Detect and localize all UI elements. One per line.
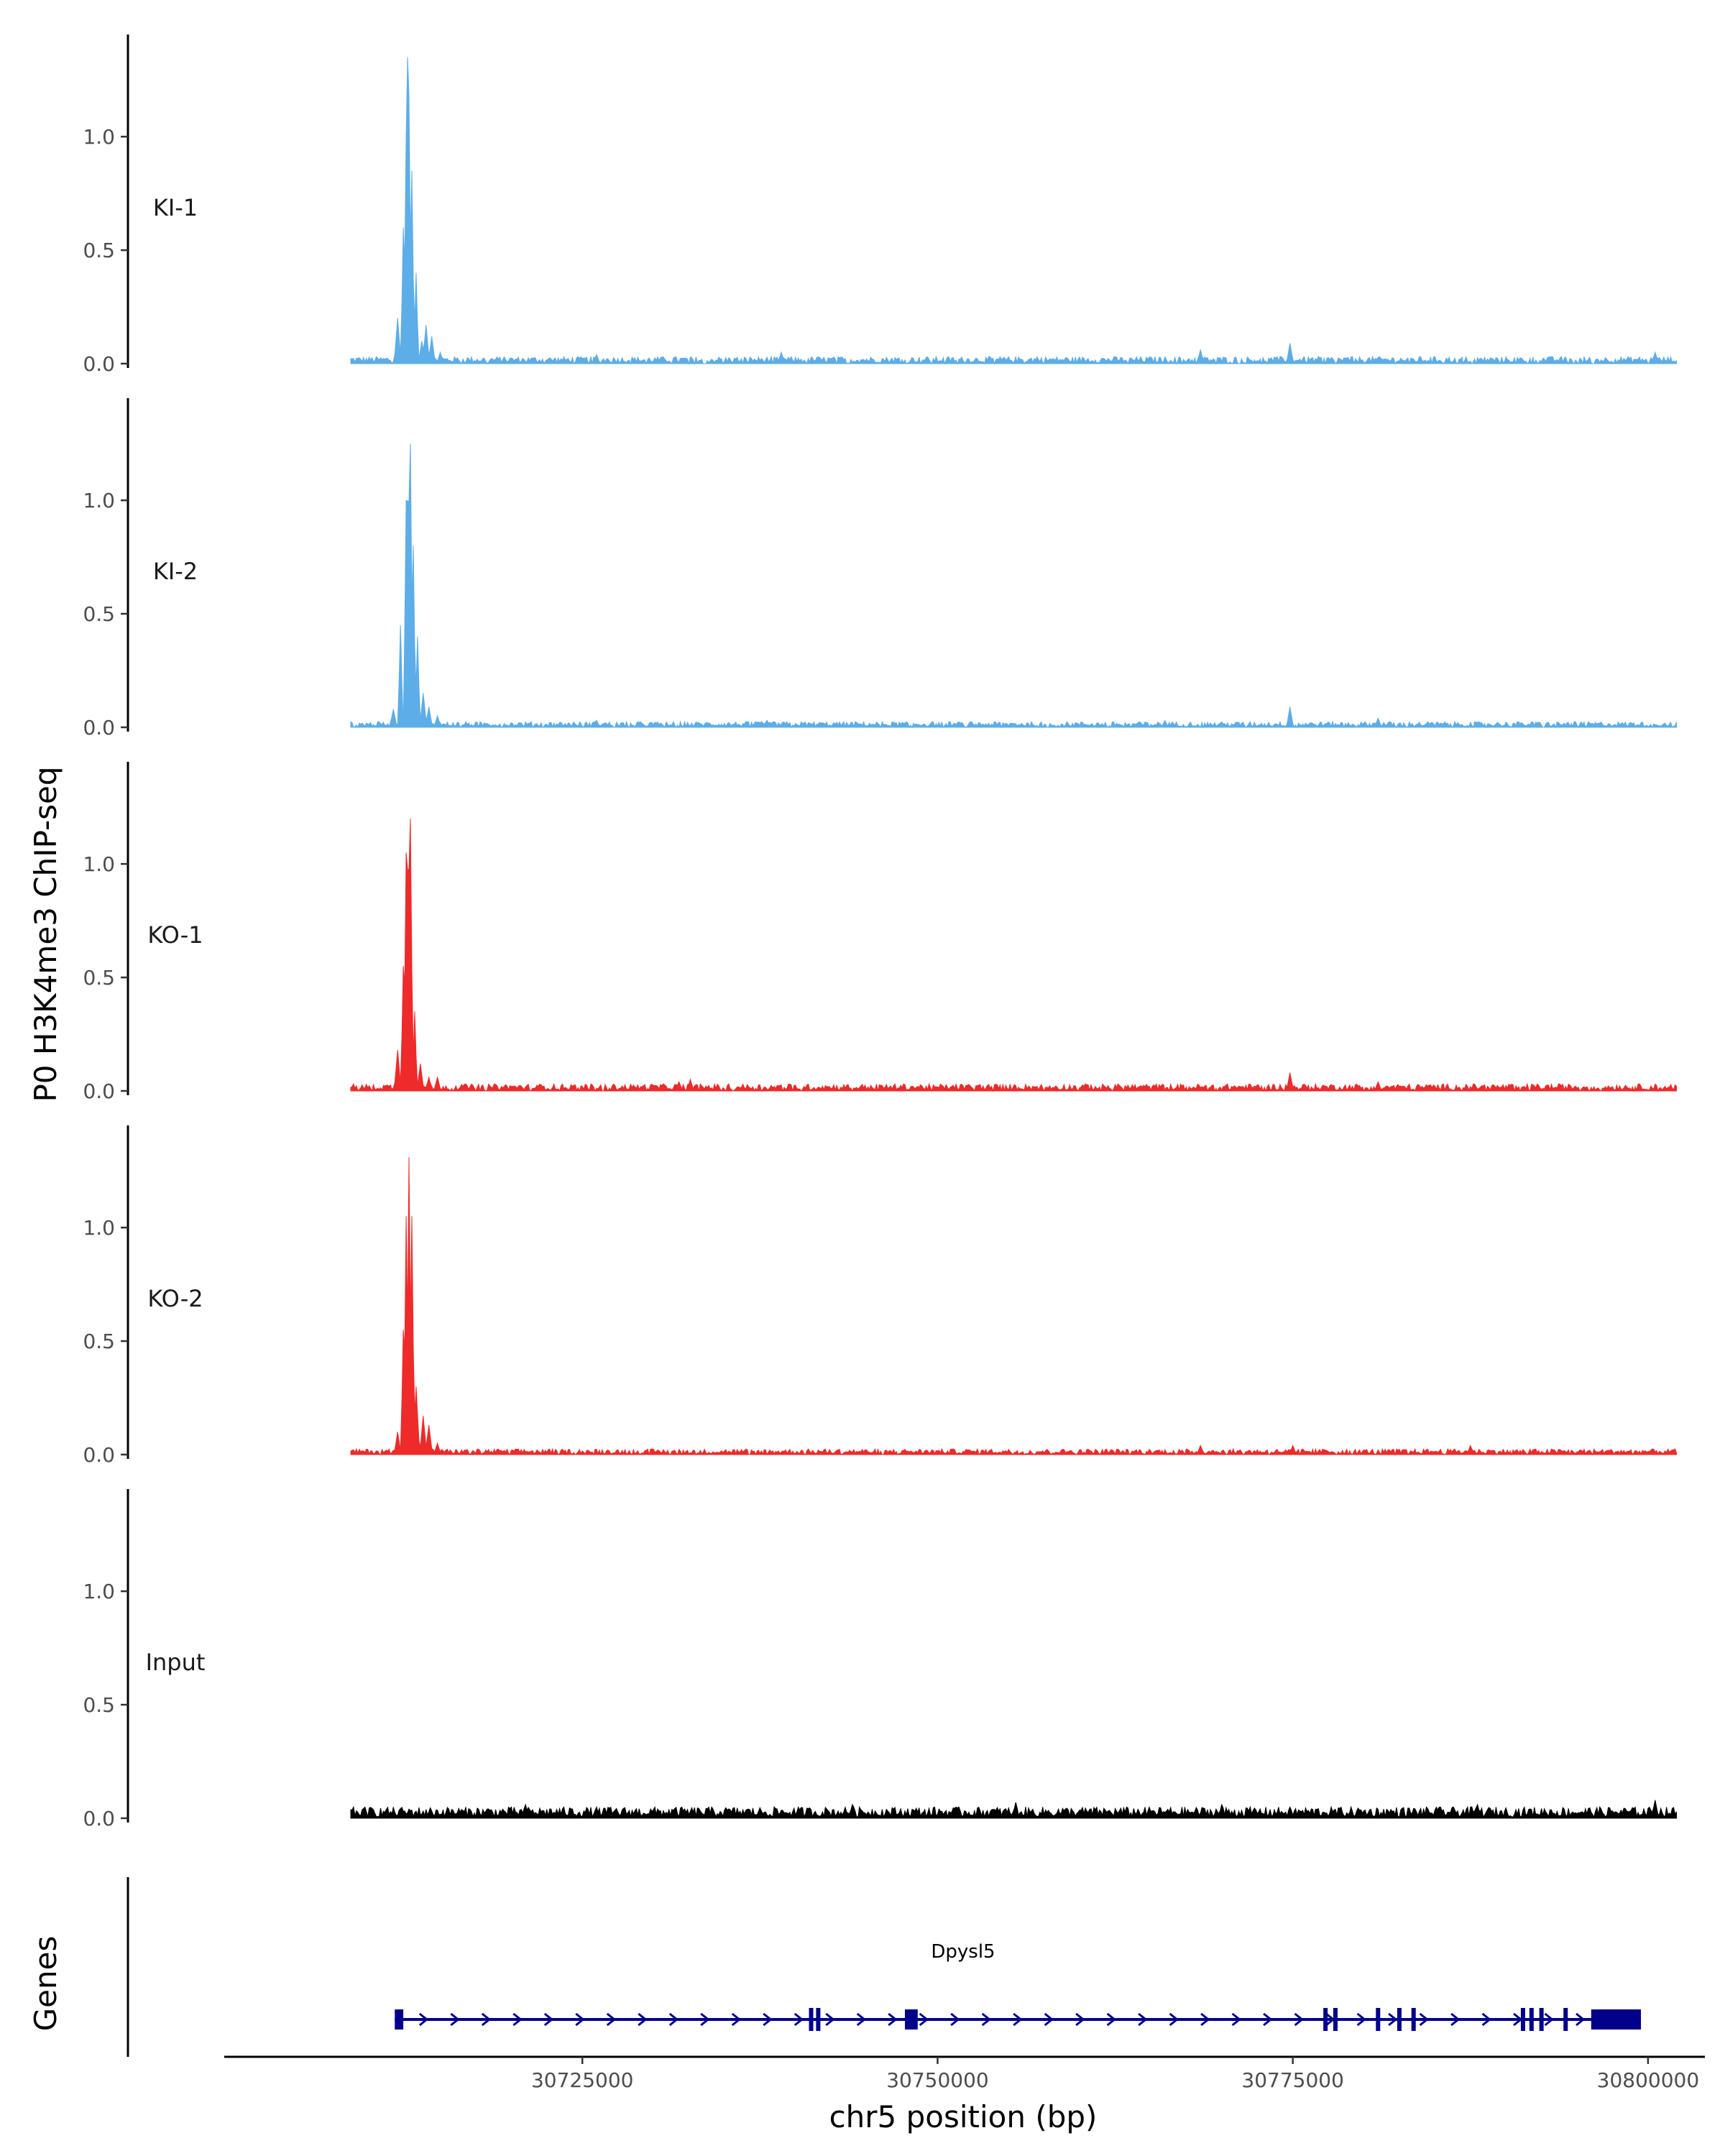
gene-exon <box>1323 2008 1328 2031</box>
strand-arrow <box>1419 2012 1429 2027</box>
gene-exon <box>1529 2008 1534 2031</box>
track-label: Input <box>146 1649 206 1676</box>
gene-track: Dpysl5 <box>126 1877 1642 2057</box>
strand-arrow <box>638 2012 648 2027</box>
gene-exon-block <box>1591 2009 1642 2030</box>
gene-exon-block <box>395 2009 404 2030</box>
y-tick-label: 1.0 <box>83 1580 115 1603</box>
y-tick-label: 0.0 <box>83 352 115 376</box>
gene-name-label: Dpysl5 <box>931 1941 995 1963</box>
track-input: 0.0 0.5 1.0 Input <box>83 1489 1677 1830</box>
gene-exon <box>1563 2008 1568 2031</box>
signal-area-ko-1 <box>350 818 1677 1092</box>
x-axis: 30725000 30750000 30775000 30800000 <box>224 2055 1705 2092</box>
strand-arrow <box>1576 2012 1586 2027</box>
strand-arrow <box>825 2012 835 2027</box>
signal-area-input <box>350 1800 1677 1819</box>
x-tick-label: 30725000 <box>531 2068 634 2092</box>
y-tick-label: 0.0 <box>83 1807 115 1830</box>
y-tick-label: 0.0 <box>83 1079 115 1103</box>
genes-axis-title: Genes <box>28 1936 63 2032</box>
gene-exon <box>1397 2008 1402 2031</box>
strand-arrow <box>1294 2012 1305 2027</box>
signal-area-ki-2 <box>350 443 1677 729</box>
strand-arrow <box>668 2012 679 2027</box>
strand-arrow <box>950 2012 960 2027</box>
strand-arrow <box>856 2012 867 2027</box>
strand-arrow <box>1263 2012 1273 2027</box>
y-tick-label: 0.0 <box>83 1443 115 1467</box>
strand-arrow <box>1231 2012 1242 2027</box>
gene-exon <box>816 2008 821 2031</box>
gene-exon-block <box>904 2009 918 2030</box>
strand-arrow <box>606 2012 617 2027</box>
track-label: KO-2 <box>147 1285 203 1312</box>
signal-area-ki-1 <box>350 57 1677 365</box>
y-tick-label: 0.5 <box>83 1330 115 1353</box>
y-axis-title: P0 H3K4me3 ChIP-seq <box>28 766 63 1102</box>
strand-arrow <box>1075 2012 1085 2027</box>
strand-arrow <box>1106 2012 1117 2027</box>
strand-arrow <box>1356 2012 1366 2027</box>
strand-arrow <box>543 2012 554 2027</box>
gene-exon <box>1539 2008 1544 2031</box>
strand-arrow <box>512 2012 523 2027</box>
y-tick-label: 1.0 <box>83 489 115 512</box>
strand-arrow <box>1388 2012 1398 2027</box>
x-tick-label: 30750000 <box>886 2068 989 2092</box>
strand-arrow <box>1481 2012 1491 2027</box>
strand-arrow <box>763 2012 773 2027</box>
y-tick-label: 0.5 <box>83 966 115 990</box>
y-tick-label: 1.0 <box>83 1216 115 1240</box>
strand-arrow <box>700 2012 710 2027</box>
track-label: KO-1 <box>147 921 203 949</box>
track-label: KI-2 <box>153 558 198 585</box>
strand-arrow <box>1200 2012 1210 2027</box>
strand-arrow <box>1138 2012 1148 2027</box>
gene-exon <box>1376 2008 1381 2031</box>
strand-arrow <box>481 2012 492 2027</box>
strand-arrow <box>575 2012 585 2027</box>
tracks-layer: 0.00.51.0KI-10.00.51.0KI-20.00.51.0KO-10… <box>83 34 1677 1830</box>
strand-arrow <box>794 2012 804 2027</box>
gene-exon <box>1333 2008 1338 2031</box>
strand-arrow <box>981 2012 992 2027</box>
strand-arrow <box>919 2012 929 2027</box>
track-ko-2: 0.0 0.5 1.0 KO-2 <box>83 1125 1677 1467</box>
y-tick-label: 1.0 <box>83 852 115 876</box>
y-tick-label: 0.0 <box>83 716 115 740</box>
y-tick-label: 0.5 <box>83 239 115 262</box>
strand-arrow <box>1450 2012 1460 2027</box>
x-axis-title: chr5 position (bp) <box>829 2099 1098 2134</box>
strand-arrow <box>1013 2012 1023 2027</box>
y-tick-label: 0.5 <box>83 602 115 626</box>
gene-exon <box>809 2008 814 2031</box>
signal-area-ko-2 <box>350 1157 1677 1456</box>
y-tick-label: 1.0 <box>83 125 115 149</box>
track-ki-2: 0.0 0.5 1.0 KI-2 <box>83 398 1677 740</box>
track-ko-1: 0.0 0.5 1.0 KO-1 <box>83 762 1677 1103</box>
track-ki-1: 0.0 0.5 1.0 KI-1 <box>83 34 1677 376</box>
x-tick-label: 30800000 <box>1597 2068 1700 2092</box>
track-label: KI-1 <box>153 194 198 221</box>
strand-arrow <box>888 2012 898 2027</box>
strand-arrow <box>1169 2012 1179 2027</box>
gene-exon <box>1411 2008 1416 2031</box>
gene-exon <box>1520 2008 1525 2031</box>
x-tick-label: 30775000 <box>1241 2068 1344 2092</box>
strand-arrow <box>418 2012 429 2027</box>
y-tick-label: 0.5 <box>83 1693 115 1717</box>
strand-arrow <box>731 2012 742 2027</box>
strand-arrow <box>1544 2012 1554 2027</box>
strand-arrow <box>450 2012 460 2027</box>
strand-arrow <box>1044 2012 1054 2027</box>
